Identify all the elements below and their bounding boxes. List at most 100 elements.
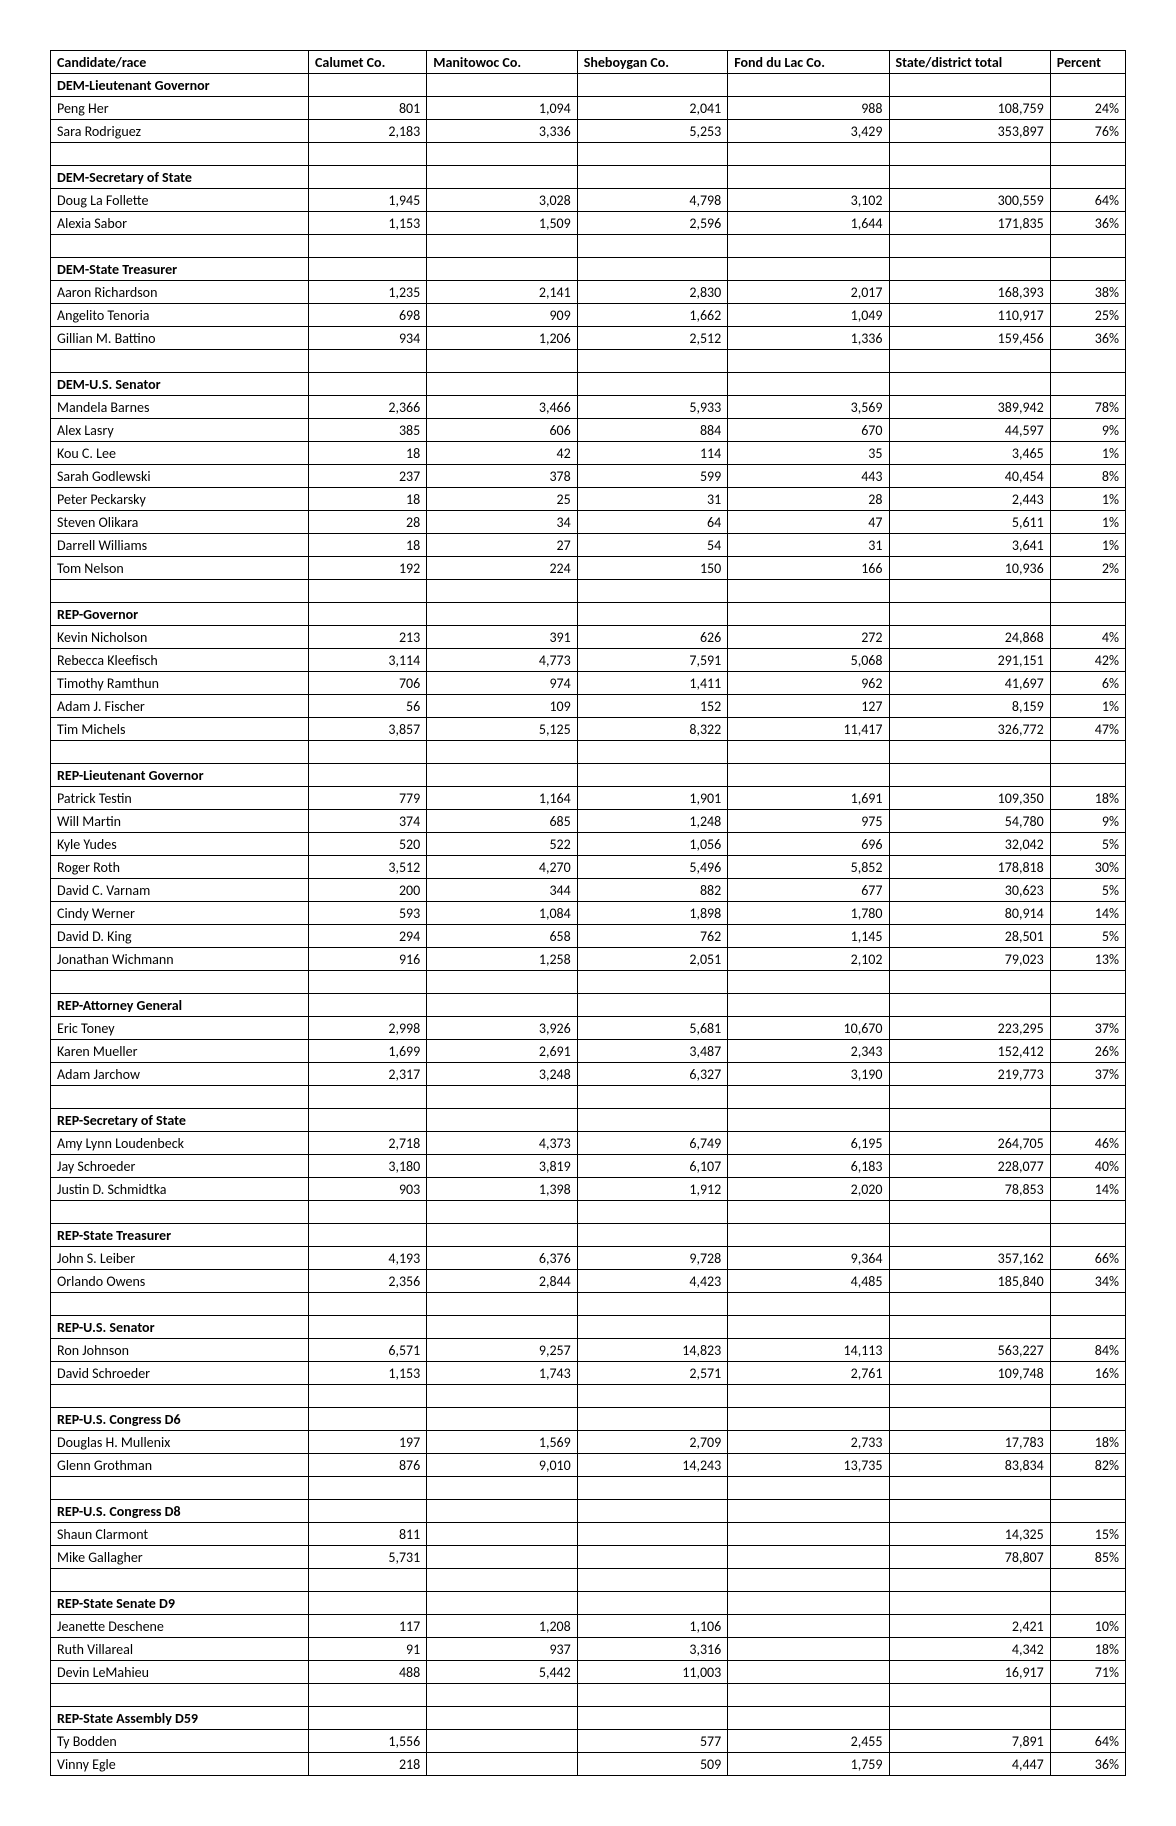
- empty-cell: [889, 1385, 1050, 1408]
- empty-cell: [889, 166, 1050, 189]
- candidate-name: Glenn Grothman: [51, 1454, 309, 1477]
- table-row: Adam J. Fischer561091521278,1591%: [51, 695, 1126, 718]
- candidate-name: Adam J. Fischer: [51, 695, 309, 718]
- value-cell: 1,106: [577, 1615, 728, 1638]
- value-cell: 2,733: [728, 1431, 889, 1454]
- candidate-name: Patrick Testin: [51, 787, 309, 810]
- empty-cell: [1050, 1224, 1125, 1247]
- value-cell: 3,429: [728, 120, 889, 143]
- value-cell: 3,180: [309, 1155, 427, 1178]
- value-cell: 5,731: [309, 1546, 427, 1569]
- value-cell: 28: [728, 488, 889, 511]
- value-cell: 9%: [1050, 810, 1125, 833]
- value-cell: 677: [728, 879, 889, 902]
- table-row: Kevin Nicholson21339162627224,8684%: [51, 626, 1126, 649]
- results-table: Candidate/race Calumet Co. Manitowoc Co.…: [50, 50, 1126, 1776]
- section-title: REP-U.S. Congress D8: [51, 1500, 309, 1523]
- value-cell: 357,162: [889, 1247, 1050, 1270]
- empty-cell: [728, 1592, 889, 1615]
- value-cell: 2,141: [427, 281, 578, 304]
- value-cell: 178,818: [889, 856, 1050, 879]
- candidate-name: Vinny Egle: [51, 1753, 309, 1776]
- value-cell: 1,235: [309, 281, 427, 304]
- empty-cell: [728, 1293, 889, 1316]
- value-cell: 25%: [1050, 304, 1125, 327]
- value-cell: 5%: [1050, 925, 1125, 948]
- empty-cell: [577, 1316, 728, 1339]
- value-cell: 109: [427, 695, 578, 718]
- value-cell: 9,364: [728, 1247, 889, 1270]
- value-cell: 223,295: [889, 1017, 1050, 1040]
- empty-cell: [889, 1109, 1050, 1132]
- value-cell: 1,145: [728, 925, 889, 948]
- value-cell: 71%: [1050, 1661, 1125, 1684]
- value-cell: 3,926: [427, 1017, 578, 1040]
- value-cell: 391: [427, 626, 578, 649]
- candidate-name: Doug La Follette: [51, 189, 309, 212]
- empty-cell: [427, 1477, 578, 1500]
- header-row: Candidate/race Calumet Co. Manitowoc Co.…: [51, 51, 1126, 74]
- empty-cell: [427, 994, 578, 1017]
- section-header-row: REP-U.S. Senator: [51, 1316, 1126, 1339]
- table-row: Cindy Werner5931,0841,8981,78080,91414%: [51, 902, 1126, 925]
- table-row: Sarah Godlewski23737859944340,4548%: [51, 465, 1126, 488]
- value-cell: 17,783: [889, 1431, 1050, 1454]
- empty-cell: [889, 1086, 1050, 1109]
- value-cell: 1,898: [577, 902, 728, 925]
- value-cell: 9,728: [577, 1247, 728, 1270]
- candidate-name: David Schroeder: [51, 1362, 309, 1385]
- table-row: John S. Leiber4,1936,3769,7289,364357,16…: [51, 1247, 1126, 1270]
- value-cell: 64%: [1050, 189, 1125, 212]
- value-cell: 4,373: [427, 1132, 578, 1155]
- empty-cell: [1050, 741, 1125, 764]
- value-cell: 47%: [1050, 718, 1125, 741]
- value-cell: 46%: [1050, 1132, 1125, 1155]
- value-cell: 5,442: [427, 1661, 578, 1684]
- empty-cell: [1050, 350, 1125, 373]
- value-cell: 47: [728, 511, 889, 534]
- value-cell: 4,798: [577, 189, 728, 212]
- value-cell: 1,743: [427, 1362, 578, 1385]
- empty-cell: [309, 1293, 427, 1316]
- value-cell: 344: [427, 879, 578, 902]
- table-row: Will Martin3746851,24897554,7809%: [51, 810, 1126, 833]
- value-cell: 685: [427, 810, 578, 833]
- value-cell: 13,735: [728, 1454, 889, 1477]
- empty-cell: [889, 1569, 1050, 1592]
- empty-cell: [577, 994, 728, 1017]
- empty-cell: [427, 1109, 578, 1132]
- value-cell: 16,917: [889, 1661, 1050, 1684]
- value-cell: 4,342: [889, 1638, 1050, 1661]
- candidate-name: Will Martin: [51, 810, 309, 833]
- candidate-name: Peng Her: [51, 97, 309, 120]
- empty-cell: [1050, 1592, 1125, 1615]
- empty-cell: [309, 1109, 427, 1132]
- section-header-row: REP-Secretary of State: [51, 1109, 1126, 1132]
- empty-cell: [728, 603, 889, 626]
- section-header-row: DEM-State Treasurer: [51, 258, 1126, 281]
- candidate-name: David C. Varnam: [51, 879, 309, 902]
- value-cell: 78,853: [889, 1178, 1050, 1201]
- value-cell: 8%: [1050, 465, 1125, 488]
- value-cell: 31: [577, 488, 728, 511]
- value-cell: 110,917: [889, 304, 1050, 327]
- empty-cell: [889, 1408, 1050, 1431]
- value-cell: 1,662: [577, 304, 728, 327]
- value-cell: 159,456: [889, 327, 1050, 350]
- empty-cell: [577, 143, 728, 166]
- value-cell: 16%: [1050, 1362, 1125, 1385]
- value-cell: 3,248: [427, 1063, 578, 1086]
- empty-cell: [309, 1408, 427, 1431]
- value-cell: 272: [728, 626, 889, 649]
- value-cell: 11,417: [728, 718, 889, 741]
- empty-cell: [1050, 1500, 1125, 1523]
- value-cell: 18%: [1050, 1638, 1125, 1661]
- value-cell: 13%: [1050, 948, 1125, 971]
- empty-cell: [309, 741, 427, 764]
- value-cell: 599: [577, 465, 728, 488]
- blank-row: [51, 1385, 1126, 1408]
- empty-cell: [728, 580, 889, 603]
- value-cell: 1,258: [427, 948, 578, 971]
- candidate-name: Kevin Nicholson: [51, 626, 309, 649]
- empty-cell: [427, 1500, 578, 1523]
